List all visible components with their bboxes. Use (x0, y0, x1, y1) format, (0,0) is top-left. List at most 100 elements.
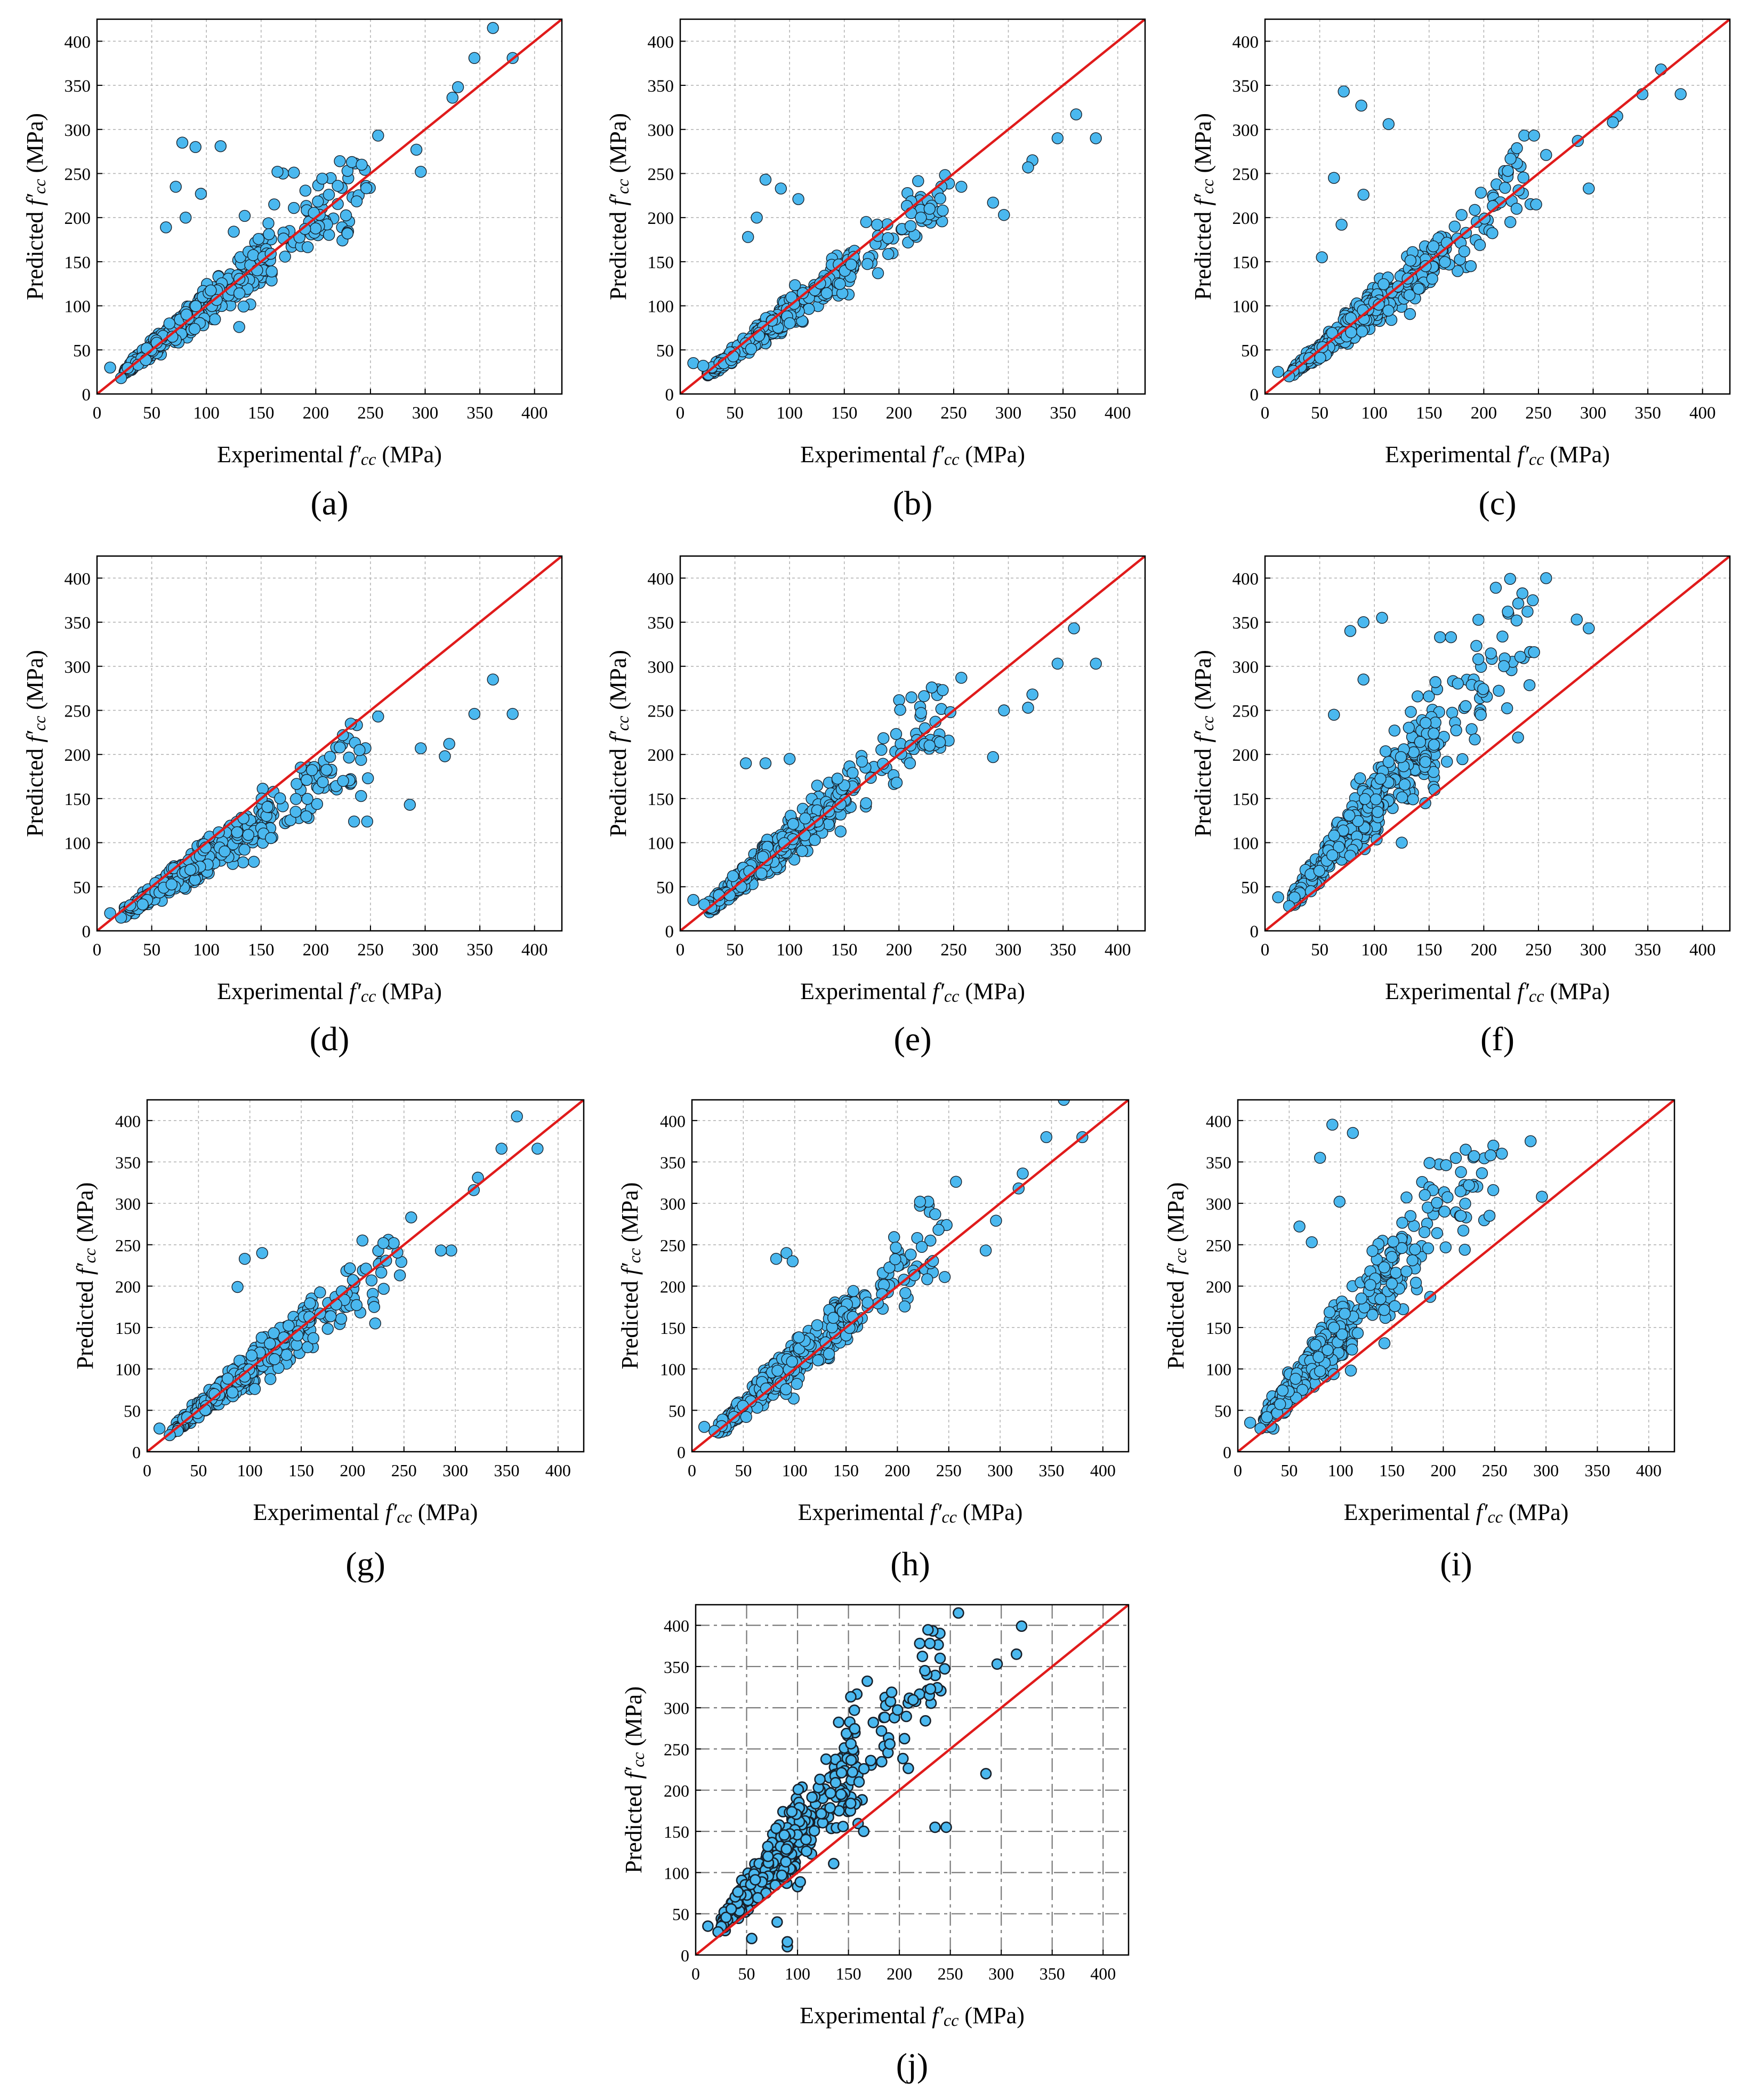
data-point (1323, 1306, 1336, 1318)
data-point (1423, 1157, 1436, 1169)
data-point (439, 750, 451, 762)
data-point (915, 707, 928, 719)
data-point (834, 825, 847, 838)
x-axis-label-variable: f′ (349, 978, 361, 1004)
data-point (786, 1255, 799, 1268)
panel-label: (g) (345, 1545, 385, 1583)
data-point (756, 850, 769, 863)
x-axis-label: Experimental f′cc (MPa) (800, 978, 1025, 1005)
x-tick-label: 350 (1634, 404, 1661, 423)
data-point (184, 864, 197, 876)
x-axis-label: Experimental f′cc (MPa) (800, 441, 1025, 469)
data-point (231, 826, 243, 839)
data-point (221, 1372, 234, 1385)
data-point (372, 130, 384, 142)
data-point (812, 1354, 824, 1366)
panel-label: (h) (890, 1545, 930, 1583)
data-point (233, 287, 246, 300)
data-point (1373, 299, 1385, 311)
data-point (1309, 1339, 1322, 1351)
x-tick-label: 150 (1379, 1461, 1405, 1480)
y-axis-label: Predicted f′cc (MPa) (22, 650, 49, 837)
identity-line (680, 19, 1145, 394)
x-axis-label-variable: f′ (932, 978, 945, 1004)
x-tick-label: 150 (1416, 940, 1443, 960)
data-point (361, 815, 373, 828)
data-point (1438, 1205, 1451, 1218)
data-point (350, 1299, 363, 1312)
x-tick-label: 200 (1471, 404, 1497, 423)
data-point (890, 728, 903, 741)
x-tick-label: 400 (545, 1461, 571, 1480)
data-point (1385, 1251, 1398, 1263)
axes-frame (1237, 1099, 1675, 1453)
scatter-points (104, 673, 519, 924)
data-point (1276, 1384, 1289, 1397)
data-point (511, 1110, 523, 1123)
data-point (350, 195, 363, 207)
data-point (1440, 755, 1453, 768)
x-axis-label-unit: (MPa) (959, 978, 1025, 1004)
x-tick-label: 400 (521, 404, 548, 423)
data-point (337, 775, 349, 787)
data-point (847, 767, 859, 779)
data-point (375, 1266, 388, 1279)
data-point (914, 1195, 927, 1208)
data-point (792, 193, 804, 205)
data-point (1351, 1327, 1364, 1339)
data-point (1290, 1372, 1302, 1385)
x-tick-label: 100 (1361, 940, 1388, 960)
data-point (809, 834, 821, 846)
data-point (1366, 1245, 1379, 1257)
data-point (937, 204, 949, 217)
data-point (811, 779, 824, 792)
x-tick-label: 150 (288, 1461, 314, 1480)
data-point (264, 1373, 277, 1385)
data-point (323, 189, 335, 201)
data-point (1328, 172, 1340, 184)
data-point (316, 172, 328, 185)
data-point (834, 278, 846, 290)
data-point (1396, 791, 1408, 803)
data-point (1512, 731, 1524, 744)
data-point (1418, 1226, 1431, 1238)
data-point (1385, 1277, 1398, 1290)
data-point (1452, 677, 1464, 690)
data-point (237, 300, 250, 313)
data-point (323, 229, 335, 241)
data-point (990, 1214, 1002, 1227)
data-point (1516, 587, 1529, 600)
data-point (1512, 597, 1525, 610)
data-point (1419, 755, 1432, 768)
data-point (1458, 245, 1471, 258)
x-tick-label: 300 (1580, 404, 1607, 423)
data-point (1411, 690, 1424, 703)
data-point (1487, 1184, 1500, 1196)
data-point (1364, 1278, 1376, 1291)
data-point (823, 1348, 835, 1360)
data-point (827, 1312, 840, 1324)
chart-panel-7: 0 50 100 150 200 250 300 350 4000501001502002503… (72, 1099, 585, 1583)
data-point (796, 845, 809, 857)
x-tick-label: 200 (303, 404, 329, 423)
x-axis-label-subscript: cc (397, 1507, 412, 1526)
data-point (280, 1349, 293, 1361)
data-point (1322, 1344, 1334, 1356)
data-point (1484, 1149, 1497, 1162)
data-point (195, 188, 207, 200)
y-tick-label: 300 (1233, 658, 1259, 677)
y-tick-label: 250 (1206, 1236, 1231, 1255)
y-axis-label-variable: f′ (72, 1262, 98, 1275)
y-tick-label: 50 (73, 878, 91, 897)
x-axis-label: Experimental f′cc (MPa) (217, 441, 442, 469)
data-point (904, 757, 916, 769)
data-point (929, 1208, 941, 1220)
data-point (1355, 99, 1367, 112)
data-point (856, 755, 868, 768)
data-point (1469, 204, 1481, 216)
x-tick-label: 50 (726, 404, 744, 423)
data-point (434, 1244, 447, 1257)
data-point (306, 764, 318, 776)
data-point (883, 1261, 896, 1274)
data-point (1314, 1365, 1326, 1378)
